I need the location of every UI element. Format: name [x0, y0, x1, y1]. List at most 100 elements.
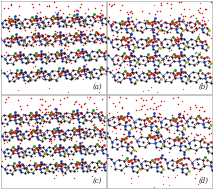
- Point: [16, 163, 19, 167]
- Point: [100, 149, 104, 152]
- Point: [6, 75, 9, 78]
- Point: [202, 109, 206, 112]
- Point: [199, 139, 203, 142]
- Point: [35, 35, 38, 38]
- Point: [81, 115, 84, 119]
- Point: [103, 169, 106, 172]
- Point: [115, 78, 119, 81]
- Point: [172, 60, 175, 63]
- Point: [125, 63, 128, 66]
- Point: [6, 62, 9, 65]
- Point: [198, 106, 202, 109]
- Point: [87, 98, 91, 101]
- Point: [129, 140, 132, 143]
- Point: [45, 42, 49, 45]
- Point: [37, 53, 41, 57]
- Point: [99, 140, 102, 143]
- Point: [47, 120, 50, 123]
- Point: [207, 34, 211, 37]
- Point: [150, 98, 153, 101]
- Point: [74, 128, 78, 131]
- Point: [22, 152, 26, 155]
- Point: [43, 70, 47, 73]
- Point: [99, 169, 103, 172]
- Point: [144, 144, 147, 147]
- Point: [125, 159, 128, 162]
- Point: [91, 75, 95, 78]
- Point: [123, 21, 127, 24]
- Point: [49, 17, 53, 20]
- Text: (d): (d): [199, 177, 209, 185]
- Point: [50, 167, 53, 170]
- Point: [163, 117, 167, 120]
- Point: [156, 137, 160, 140]
- Point: [196, 21, 200, 24]
- Point: [5, 172, 9, 175]
- Point: [30, 70, 33, 73]
- Point: [206, 119, 209, 122]
- Point: [8, 119, 12, 122]
- Point: [141, 98, 145, 101]
- Point: [110, 4, 114, 7]
- Point: [44, 163, 48, 166]
- Point: [17, 43, 20, 46]
- Point: [37, 32, 40, 35]
- Point: [16, 40, 20, 43]
- Point: [155, 50, 159, 53]
- Point: [102, 19, 105, 22]
- Point: [38, 24, 41, 27]
- Point: [184, 120, 187, 123]
- Point: [115, 147, 119, 150]
- Point: [118, 127, 122, 130]
- Point: [31, 33, 35, 36]
- Point: [147, 165, 151, 168]
- Point: [155, 166, 158, 169]
- Point: [45, 116, 49, 119]
- Point: [97, 113, 100, 116]
- Point: [6, 95, 9, 98]
- Point: [185, 162, 188, 165]
- Point: [115, 30, 119, 33]
- Point: [83, 50, 87, 53]
- Point: [168, 64, 171, 67]
- Point: [115, 142, 119, 145]
- Point: [22, 53, 25, 56]
- Point: [58, 36, 62, 39]
- Point: [212, 158, 213, 161]
- Point: [164, 25, 168, 28]
- Point: [198, 140, 202, 143]
- Point: [107, 16, 111, 19]
- Point: [56, 22, 59, 25]
- Point: [173, 132, 176, 135]
- Point: [60, 160, 63, 163]
- Point: [18, 27, 22, 30]
- Point: [115, 42, 119, 45]
- Point: [140, 42, 144, 45]
- Point: [157, 54, 161, 57]
- Point: [23, 56, 27, 59]
- Point: [122, 132, 126, 136]
- Point: [39, 57, 43, 60]
- Point: [38, 17, 41, 20]
- Point: [16, 55, 19, 58]
- Point: [187, 62, 191, 65]
- Point: [82, 65, 85, 68]
- Point: [155, 163, 158, 166]
- Point: [45, 74, 48, 77]
- Point: [117, 66, 120, 69]
- Point: [75, 111, 79, 114]
- Point: [112, 63, 116, 66]
- Point: [84, 69, 88, 72]
- Point: [155, 71, 158, 74]
- Point: [64, 152, 67, 155]
- Point: [185, 20, 188, 23]
- Point: [128, 11, 132, 14]
- Point: [183, 14, 186, 17]
- Point: [72, 69, 75, 72]
- Point: [139, 42, 142, 45]
- Point: [98, 68, 101, 71]
- Point: [70, 157, 74, 160]
- Point: [94, 135, 97, 138]
- Point: [62, 34, 65, 37]
- Point: [34, 111, 37, 114]
